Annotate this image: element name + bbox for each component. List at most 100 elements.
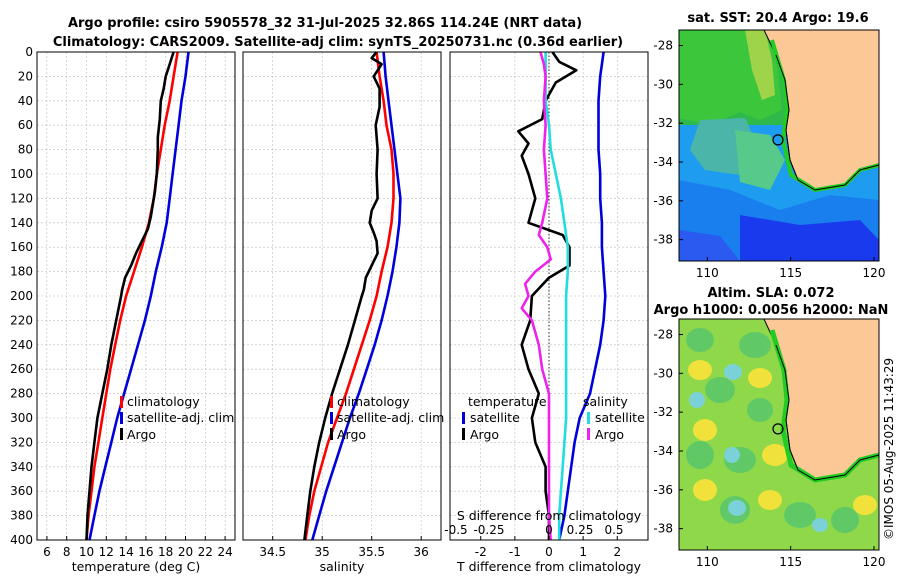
- t-difference-label: T difference from climatology: [456, 559, 642, 574]
- y-tick-label: 280: [10, 387, 33, 401]
- y-tick-label: 400: [10, 533, 33, 547]
- map-y-tick-label: -36: [653, 483, 673, 497]
- s-tick: 0: [545, 523, 553, 537]
- sla-low: [812, 518, 828, 532]
- y-tick-label: 260: [10, 362, 33, 376]
- s-difference-ticks: -0.5 -0.25 0 0.25 0.5: [444, 523, 623, 537]
- map-x-tick-label: 115: [779, 266, 802, 280]
- sla-pos: [748, 368, 772, 388]
- legend-temp-satellite-swatch: [462, 412, 465, 424]
- map-y-tick-label: -34: [653, 155, 673, 169]
- sla-pos: [762, 444, 788, 466]
- y-tick-label: 180: [10, 265, 33, 279]
- x-tick-label: 12: [99, 545, 114, 559]
- legend-climatology-swatch: [330, 396, 333, 408]
- salinity-xlabel: salinity: [320, 559, 365, 574]
- x-tick-label: 20: [178, 545, 193, 559]
- sla-pos: [688, 360, 712, 380]
- sla-low: [724, 447, 740, 463]
- y-tick-label: 240: [10, 338, 33, 352]
- legend-sal-satellite-swatch: [587, 412, 590, 424]
- x-tick-label: 1: [579, 545, 587, 559]
- temperature-axes: [36, 51, 236, 541]
- map-y-tick-label: -30: [653, 366, 673, 380]
- legend-salinity-title: salinity: [583, 394, 628, 409]
- sla-pos: [693, 419, 717, 441]
- salinity-axes: [242, 51, 442, 541]
- sla-low: [724, 364, 742, 380]
- map-x-tick-label: 115: [779, 555, 802, 569]
- x-tick-label: 35: [315, 545, 330, 559]
- legend-climatology-label: climatology: [337, 394, 410, 409]
- map-x-tick-label: 120: [863, 555, 886, 569]
- legend-sal-argo-swatch: [587, 428, 590, 440]
- y-tick-label: 20: [18, 69, 33, 83]
- x-tick-label: 10: [79, 545, 94, 559]
- x-tick-label: 8: [63, 545, 71, 559]
- title-line-1: Argo profile: csiro 5905578_32 31-Jul-20…: [68, 16, 582, 31]
- legend-climatology-label: climatology: [127, 394, 200, 409]
- sla-highs: [686, 328, 859, 533]
- x-tick-label: 14: [118, 545, 133, 559]
- sla-subtitle: Argo h1000: 0.0056 h2000: NaN: [654, 303, 889, 318]
- sst-argo-marker: [772, 134, 784, 146]
- series-line-climatology: [85, 51, 179, 541]
- series-line-argo: [303, 51, 383, 541]
- map-y-tick-label: -34: [653, 444, 673, 458]
- sst-coastline: [775, 54, 879, 191]
- temperature-panel: 0 20 40 60 80 100 120 140 160 180 200 220 240 260 280 3…: [10, 45, 236, 574]
- salinity-legend: climatology satellite-adj. clim Argo: [330, 394, 444, 442]
- legend-temperature-title: temperature: [468, 394, 547, 409]
- sla-pos: [758, 490, 782, 510]
- sla-pos: [693, 479, 717, 501]
- map-y-tick-label: -38: [653, 522, 673, 536]
- map-x-tick-label: 110: [696, 266, 719, 280]
- sla-high: [686, 441, 714, 469]
- series-line-salinity-argo: [520, 51, 553, 541]
- x-tick-label: 0: [545, 545, 553, 559]
- salinity-panel: 34.5 35 35.5 36 salinity climatology satell…: [242, 51, 444, 574]
- x-tick-label: 36: [414, 545, 429, 559]
- series-line-temperature-satellite: [557, 51, 607, 541]
- sla-axes: [678, 318, 880, 551]
- legend-argo-swatch: [120, 428, 123, 440]
- y-tick-label: 0: [25, 45, 33, 59]
- map-y-tick-label: -30: [653, 77, 673, 91]
- y-tick-label: 160: [10, 240, 33, 254]
- legend-satellite-label: satellite-adj. clim: [337, 410, 444, 425]
- sst-mid-patch: [735, 130, 785, 190]
- x-tick-label: 35.5: [358, 545, 385, 559]
- s-tick: -0.25: [473, 523, 504, 537]
- difference-legend: temperature satellite Argo salinity sate…: [462, 394, 645, 442]
- sst-axes: [678, 29, 880, 262]
- y-tick-label: 380: [10, 509, 33, 523]
- x-tick-label: 6: [43, 545, 51, 559]
- map-y-tick-label: -32: [653, 116, 673, 130]
- series-line-salinity-satellite: [544, 52, 570, 540]
- map-y-tick-label: -28: [653, 328, 673, 342]
- s-tick: 0.25: [567, 523, 594, 537]
- y-tick-label: 340: [10, 460, 33, 474]
- sst-coastal-warm: [745, 30, 775, 100]
- map-y-tick-label: -28: [653, 39, 673, 53]
- sst-cold-sw: [679, 230, 740, 261]
- legend-satellite-label: satellite-adj. clim: [127, 410, 234, 425]
- y-tick-label: 300: [10, 411, 33, 425]
- y-tick-label: 120: [10, 191, 33, 205]
- y-tick-label: 200: [10, 289, 33, 303]
- legend-satellite-swatch: [330, 412, 333, 424]
- x-tick-label: 34.5: [259, 545, 286, 559]
- y-tick-label: 360: [10, 484, 33, 498]
- sla-coastline: [775, 344, 879, 481]
- legend-argo-label: Argo: [337, 427, 366, 442]
- map-y-tick-label: -36: [653, 194, 673, 208]
- sla-low: [689, 392, 705, 408]
- s-tick: -0.5: [444, 523, 467, 537]
- sla-low: [728, 500, 746, 516]
- sla-high: [705, 377, 735, 403]
- y-tick-label: 320: [10, 435, 33, 449]
- map-x-tick-label: 110: [696, 555, 719, 569]
- x-tick-label: 2: [613, 545, 621, 559]
- y-tick-label: 140: [10, 216, 33, 230]
